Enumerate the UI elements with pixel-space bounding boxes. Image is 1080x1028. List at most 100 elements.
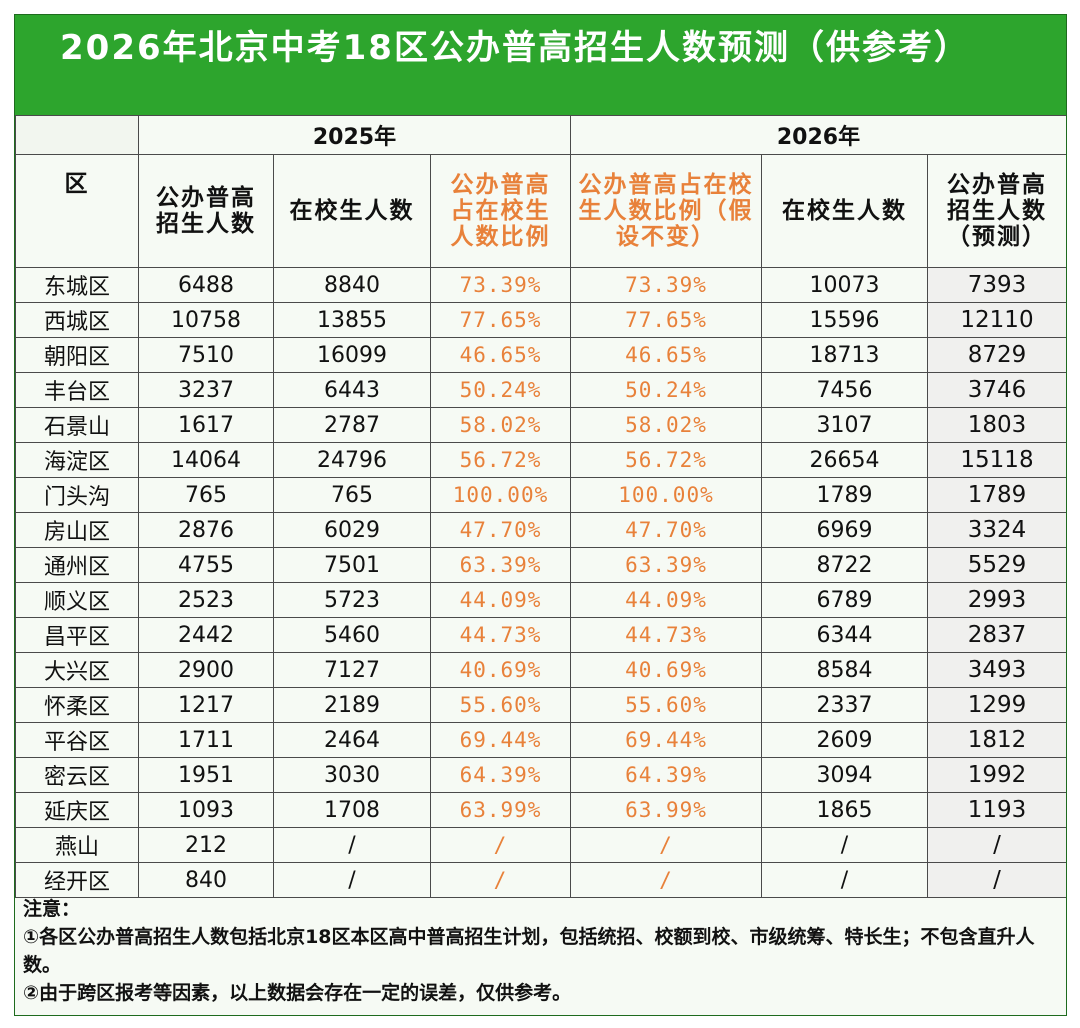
- header-enroll-2025: 公办普高招生人数: [138, 154, 274, 268]
- students-2026-cell: 2609: [761, 722, 928, 758]
- pred-2026-cell: 3493: [927, 652, 1066, 688]
- ratio-2025-cell: 100.00%: [430, 477, 571, 513]
- pred-2026-cell: 1992: [927, 757, 1066, 793]
- table-row: 怀柔区 1217 2189 55.60% 55.60% 2337 1299: [15, 687, 1066, 723]
- students-2026-cell: 26654: [761, 442, 928, 478]
- ratio-2026-cell: 40.69%: [570, 652, 762, 688]
- enroll-2025-cell: 765: [138, 477, 274, 513]
- students-2025-cell: 3030: [273, 757, 431, 793]
- table-row: 延庆区 1093 1708 63.99% 63.99% 1865 1193: [15, 792, 1066, 828]
- header-pred-2026: 公办普高招生人数（预测）: [927, 154, 1066, 268]
- note-1: ①各区公办普高招生人数包括北京18区本区高中普高招生计划，包括统招、校额到校、市…: [23, 926, 1035, 976]
- enroll-2025-cell: 1217: [138, 687, 274, 723]
- enroll-2025-cell: 14064: [138, 442, 274, 478]
- pred-2026-cell: 1812: [927, 722, 1066, 758]
- pred-2026-cell: /: [927, 862, 1066, 898]
- pred-2026-cell: 1193: [927, 792, 1066, 828]
- ratio-2026-cell: /: [570, 862, 762, 898]
- district-cell: 延庆区: [15, 792, 139, 828]
- table-row: 朝阳区 7510 16099 46.65% 46.65% 18713 8729: [15, 337, 1066, 373]
- header-students-2026: 在校生人数: [761, 154, 928, 268]
- ratio-2025-cell: 55.60%: [430, 687, 571, 723]
- enroll-2025-cell: 1711: [138, 722, 274, 758]
- enroll-2025-cell: 1093: [138, 792, 274, 828]
- students-2026-cell: 3107: [761, 407, 928, 443]
- ratio-2026-cell: 56.72%: [570, 442, 762, 478]
- students-2025-cell: 16099: [273, 337, 431, 373]
- ratio-2026-cell: 47.70%: [570, 512, 762, 548]
- district-cell: 平谷区: [15, 722, 139, 758]
- students-2025-cell: 5723: [273, 582, 431, 618]
- pred-2026-cell: 3324: [927, 512, 1066, 548]
- enroll-2025-cell: 2442: [138, 617, 274, 653]
- students-2025-cell: 2464: [273, 722, 431, 758]
- ratio-2025-cell: /: [430, 827, 571, 863]
- ratio-2025-cell: 73.39%: [430, 267, 571, 303]
- district-cell: 海淀区: [15, 442, 139, 478]
- table-row: 顺义区 2523 5723 44.09% 44.09% 6789 2993: [15, 582, 1066, 618]
- pred-2026-cell: 2993: [927, 582, 1066, 618]
- district-cell: 丰台区: [15, 372, 139, 408]
- enroll-2025-cell: 2876: [138, 512, 274, 548]
- table-sheet: 2026年北京中考18区公办普高招生人数预测（供参考） 2025年 2026年 …: [14, 14, 1067, 1016]
- header-year-2026: 2026年: [570, 115, 1066, 155]
- table-row: 石景山 1617 2787 58.02% 58.02% 3107 1803: [15, 407, 1066, 443]
- table-body: 东城区 6488 8840 73.39% 73.39% 10073 7393 西城区 10758…: [15, 267, 1066, 898]
- ratio-2025-cell: 40.69%: [430, 652, 571, 688]
- district-cell: 通州区: [15, 547, 139, 583]
- ratio-2026-cell: 58.02%: [570, 407, 762, 443]
- ratio-2026-cell: 50.24%: [570, 372, 762, 408]
- ratio-2025-cell: 69.44%: [430, 722, 571, 758]
- ratio-2026-cell: 44.09%: [570, 582, 762, 618]
- table-row: 门头沟 765 765 100.00% 100.00% 1789 1789: [15, 477, 1066, 513]
- students-2026-cell: 3094: [761, 757, 928, 793]
- students-2025-cell: /: [273, 827, 431, 863]
- students-2025-cell: 24796: [273, 442, 431, 478]
- district-cell: 昌平区: [15, 617, 139, 653]
- enroll-2025-cell: 3237: [138, 372, 274, 408]
- ratio-2025-cell: 63.99%: [430, 792, 571, 828]
- ratio-2025-cell: 44.09%: [430, 582, 571, 618]
- enroll-2025-cell: 6488: [138, 267, 274, 303]
- ratio-2026-cell: 77.65%: [570, 302, 762, 338]
- district-cell: 朝阳区: [15, 337, 139, 373]
- table-row: 密云区 1951 3030 64.39% 64.39% 3094 1992: [15, 757, 1066, 793]
- notes-heading: 注意：: [23, 898, 81, 920]
- students-2026-cell: 15596: [761, 302, 928, 338]
- ratio-2026-cell: 46.65%: [570, 337, 762, 373]
- table-row: 东城区 6488 8840 73.39% 73.39% 10073 7393: [15, 267, 1066, 303]
- table-row: 通州区 4755 7501 63.39% 63.39% 8722 5529: [15, 547, 1066, 583]
- header-row-columns: 区 公办普高招生人数 在校生人数 公办普高占在校生人数比例 公办普高占在校生人数…: [15, 154, 1066, 268]
- pred-2026-cell: 1299: [927, 687, 1066, 723]
- students-2026-cell: 6344: [761, 617, 928, 653]
- table-row: 西城区 10758 13855 77.65% 77.65% 15596 12110: [15, 302, 1066, 338]
- district-cell: 密云区: [15, 757, 139, 793]
- students-2026-cell: 18713: [761, 337, 928, 373]
- ratio-2025-cell: 50.24%: [430, 372, 571, 408]
- students-2025-cell: 765: [273, 477, 431, 513]
- ratio-2025-cell: 63.39%: [430, 547, 571, 583]
- ratio-2026-cell: 44.73%: [570, 617, 762, 653]
- students-2026-cell: 1789: [761, 477, 928, 513]
- district-cell: 东城区: [15, 267, 139, 303]
- students-2025-cell: 2787: [273, 407, 431, 443]
- students-2026-cell: 8722: [761, 547, 928, 583]
- students-2025-cell: 7127: [273, 652, 431, 688]
- students-2025-cell: 7501: [273, 547, 431, 583]
- table-row: 大兴区 2900 7127 40.69% 40.69% 8584 3493: [15, 652, 1066, 688]
- students-2025-cell: 5460: [273, 617, 431, 653]
- ratio-2026-cell: 69.44%: [570, 722, 762, 758]
- ratio-2025-cell: /: [430, 862, 571, 898]
- table-row: 平谷区 1711 2464 69.44% 69.44% 2609 1812: [15, 722, 1066, 758]
- ratio-2026-cell: 64.39%: [570, 757, 762, 793]
- notes-section: 注意： ①各区公办普高招生人数包括北京18区本区高中普高招生计划，包括统招、校额…: [23, 895, 1063, 1007]
- students-2026-cell: 8584: [761, 652, 928, 688]
- enroll-2025-cell: 840: [138, 862, 274, 898]
- ratio-2025-cell: 77.65%: [430, 302, 571, 338]
- table-row: 房山区 2876 6029 47.70% 47.70% 6969 3324: [15, 512, 1066, 548]
- district-cell: 经开区: [15, 862, 139, 898]
- enroll-2025-cell: 1617: [138, 407, 274, 443]
- students-2026-cell: 1865: [761, 792, 928, 828]
- students-2025-cell: 6029: [273, 512, 431, 548]
- pred-2026-cell: 7393: [927, 267, 1066, 303]
